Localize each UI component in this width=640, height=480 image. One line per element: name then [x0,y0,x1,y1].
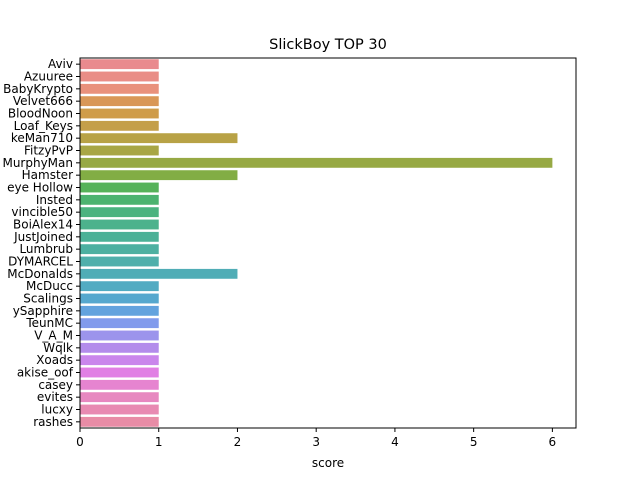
y-tick-label: Aviv [48,57,73,71]
y-tick-label: rashes [33,415,73,429]
y-tick-label: ySapphire [13,304,73,318]
bar-5 [80,120,159,131]
bar-19 [80,293,159,304]
bar-16 [80,256,159,267]
y-tick-label: Loaf_Keys [14,119,73,133]
plot-frame [79,57,577,429]
bar-20 [80,305,159,316]
x-ticks: 0 1 2 3 4 5 6 [76,428,556,449]
bar-10 [80,182,159,193]
y-tick-label: BabyKrypto [3,82,73,96]
y-tick-label: casey [38,378,73,392]
bar-4 [80,108,159,119]
y-tick-label: FitzyPvP [24,144,73,158]
y-tick-label: akise_oof [17,366,74,380]
bar-29 [80,416,159,427]
y-tick-label: Wqlk [43,341,73,355]
bar-17 [80,268,238,279]
bar-8 [80,157,553,168]
bar-9 [80,170,238,181]
y-tick-label: vincible50 [11,205,73,219]
y-tick-label: BoiAlex14 [13,218,73,232]
chart-title: SlickBoy TOP 30 [269,37,387,53]
bar-24 [80,355,159,366]
bar-25 [80,367,159,378]
y-tick-label: eye Hollow [7,181,73,195]
bar-15 [80,244,159,255]
x-tick-label: 5 [470,435,478,449]
y-tick-labels: AvivAzuureeBabyKryptoVelvet666BloodNoonL… [2,57,80,429]
y-tick-label: V_A_M [34,329,73,343]
y-tick-label: Xoads [36,353,73,367]
y-tick-label: JustJoined [13,230,73,244]
bar-14 [80,231,159,242]
y-tick-label: Azuuree [24,70,73,84]
bar-27 [80,392,159,403]
bar-0 [80,59,159,70]
y-tick-label: lucxy [41,403,73,417]
x-tick-label: 1 [155,435,163,449]
bar-1 [80,71,159,82]
bar-3 [80,96,159,107]
x-axis-label: score [312,456,344,470]
bar-7 [80,145,159,156]
y-tick-label: Scalings [23,292,73,306]
y-tick-label: McDonalds [7,267,73,281]
y-tick-label: MurphyMan [2,156,73,170]
x-tick-label: 2 [234,435,242,449]
x-tick-label: 6 [549,435,557,449]
y-tick-label: keMan710 [11,131,73,145]
y-tick-label: Velvet666 [13,94,73,108]
bar-11 [80,194,159,205]
bar-28 [80,404,159,415]
y-tick-label: BloodNoon [8,107,73,121]
bar-12 [80,207,159,218]
bar-21 [80,318,159,329]
x-tick-label: 3 [312,435,320,449]
bar-22 [80,330,159,341]
y-tick-label: Hamster [22,168,73,182]
y-tick-label: evites [37,390,73,404]
x-tick-label: 0 [76,435,84,449]
bar-2 [80,83,159,94]
y-tick-label: McDucc [26,279,73,293]
y-tick-label: TeunMC [25,316,73,330]
y-tick-label: Lumbrub [19,242,73,256]
bar-13 [80,219,159,230]
x-tick-label: 4 [391,435,399,449]
y-tick-label: Insted [36,193,73,207]
bar-6 [80,133,238,144]
bar-23 [80,342,159,353]
bar-18 [80,281,159,292]
bars-group [80,59,553,427]
bar-26 [80,379,159,390]
y-tick-label: DYMARCEL [8,255,73,269]
